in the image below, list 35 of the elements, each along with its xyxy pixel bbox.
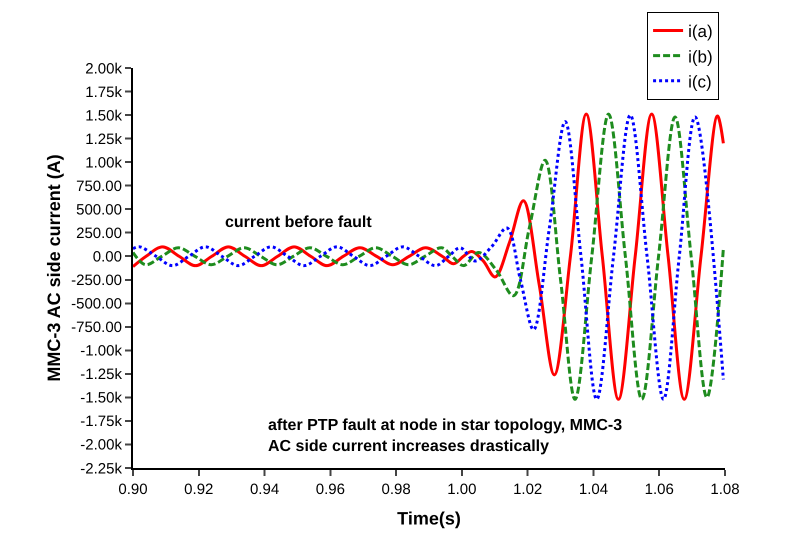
- x-tick-label: 0.98: [382, 481, 411, 498]
- y-tick-label: 1.50k: [85, 107, 122, 124]
- y-tick-label: 2.00k: [85, 60, 122, 78]
- x-tick-label: 0.94: [250, 481, 280, 498]
- x-tick-label: 1.00: [447, 481, 476, 498]
- x-tick-label: 0.96: [316, 481, 345, 498]
- y-tick-label: -1.00k: [80, 342, 122, 360]
- y-tick-label: -2.25k: [80, 460, 122, 478]
- annotation: current before fault: [225, 214, 372, 231]
- y-tick-label: 1.00k: [85, 154, 122, 172]
- x-tick-label: 0.90: [118, 481, 148, 498]
- y-tick-label: -250.00: [71, 272, 122, 290]
- y-tick-label: -750.00: [71, 319, 122, 336]
- y-tick-label: -2.00k: [80, 436, 122, 454]
- y-tick-label: 750.00: [76, 178, 122, 195]
- annotation: after PTP fault at node in star topology, MMC-3 AC side current increases drastically: [268, 417, 622, 455]
- legend-label: i(a): [688, 22, 713, 42]
- y-tick-label: 1.75k: [85, 84, 122, 101]
- x-tick-label: 1.02: [513, 481, 542, 498]
- y-tick-label: 1.25k: [85, 130, 122, 148]
- y-tick-label: 250.00: [76, 224, 122, 242]
- x-tick-label: 1.04: [578, 481, 608, 498]
- x-tick-label: 1.06: [644, 481, 674, 498]
- y-tick-label: -1.25k: [80, 366, 122, 384]
- legend-label: i(c): [688, 72, 712, 92]
- x-axis-title: Time(s): [397, 508, 461, 529]
- y-tick-label: 500.00: [76, 201, 122, 218]
- y-tick-label: -1.75k: [80, 413, 122, 430]
- legend-label: i(b): [688, 47, 713, 66]
- y-tick-label: -1.50k: [80, 390, 122, 407]
- y-tick-label: 0.00: [92, 248, 122, 266]
- x-tick-label: 1.08: [710, 481, 740, 498]
- y-axis-title: MMC-3 AC side current (A): [44, 154, 64, 382]
- x-tick-label: 0.92: [184, 481, 214, 498]
- y-tick-label: -500.00: [71, 296, 122, 313]
